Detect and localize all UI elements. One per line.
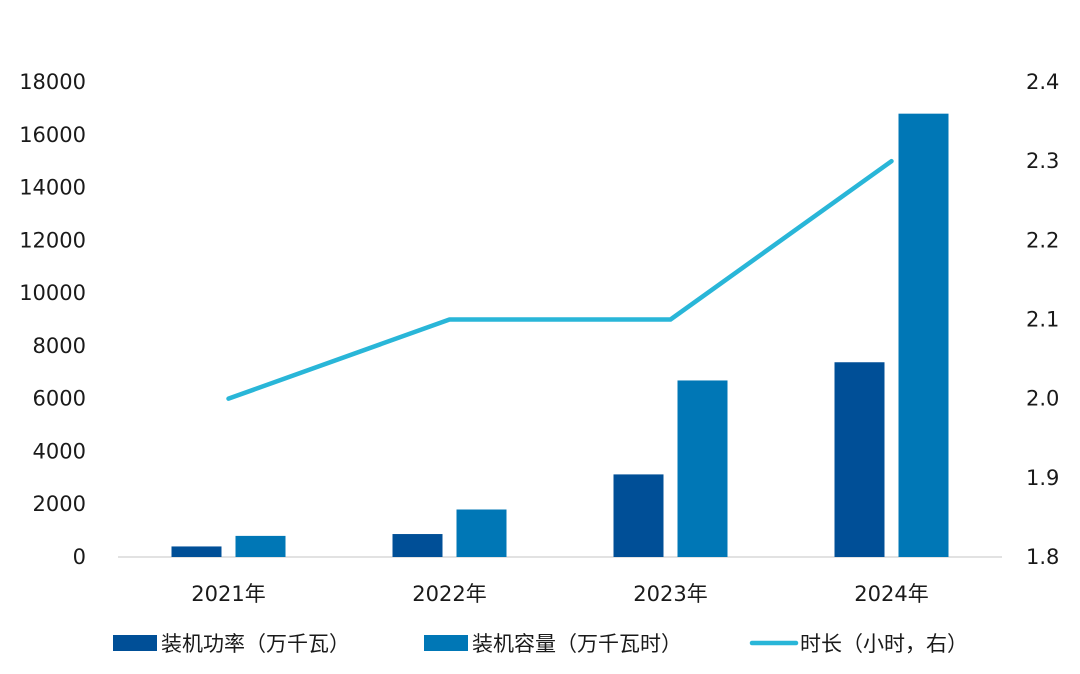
left-tick-label: 10000 — [19, 281, 86, 305]
category-label: 2024年 — [854, 582, 928, 606]
left-tick-label: 6000 — [33, 387, 86, 411]
bar-capacity — [898, 113, 949, 558]
legend-label: 装机容量（万千瓦时） — [472, 632, 682, 656]
left-tick-label: 12000 — [19, 228, 86, 252]
right-tick-label: 2.3 — [1026, 149, 1059, 173]
bar-capacity — [456, 509, 507, 557]
left-tick-label: 4000 — [33, 439, 86, 463]
right-tick-label: 1.8 — [1026, 545, 1059, 569]
category-label: 2022年 — [412, 582, 486, 606]
left-y-axis: 0 2000 4000 6000 8000 10000 12000 14000 16000 180… — [19, 70, 86, 569]
left-tick-label: 18000 — [19, 70, 86, 94]
bar-capacity — [235, 535, 286, 557]
bar-capacity — [677, 380, 728, 557]
legend-swatch — [424, 635, 468, 651]
right-tick-label: 2.0 — [1026, 387, 1059, 411]
legend-label: 时长（小时，右） — [800, 632, 968, 656]
left-tick-label: 8000 — [33, 334, 86, 358]
category-label: 2021年 — [191, 582, 265, 606]
left-tick-label: 2000 — [33, 492, 86, 516]
x-axis-categories: 2021年 2022年 2023年 2024年 — [191, 582, 928, 606]
left-tick-label: 0 — [73, 545, 86, 569]
bar-power — [834, 362, 885, 557]
bar-series — [171, 113, 949, 558]
left-tick-label: 16000 — [19, 123, 86, 147]
legend-label: 装机功率（万千瓦） — [161, 632, 350, 656]
category-label: 2023年 — [633, 582, 707, 606]
left-tick-label: 14000 — [19, 176, 86, 200]
bar-power — [613, 474, 664, 557]
right-y-axis: 1.8 1.9 2.0 2.1 2.2 2.3 2.4 — [1026, 70, 1059, 569]
bar-power — [392, 534, 443, 557]
right-tick-label: 2.4 — [1026, 70, 1059, 94]
bar-power — [171, 546, 222, 557]
legend-swatch — [113, 635, 157, 651]
legend: 装机功率（万千瓦） 装机容量（万千瓦时） 时长（小时，右） — [113, 632, 968, 656]
right-tick-label: 2.2 — [1026, 228, 1059, 252]
right-tick-label: 1.9 — [1026, 466, 1059, 490]
duration-line — [226, 158, 894, 401]
right-tick-label: 2.1 — [1026, 308, 1059, 332]
line-series — [226, 158, 894, 401]
